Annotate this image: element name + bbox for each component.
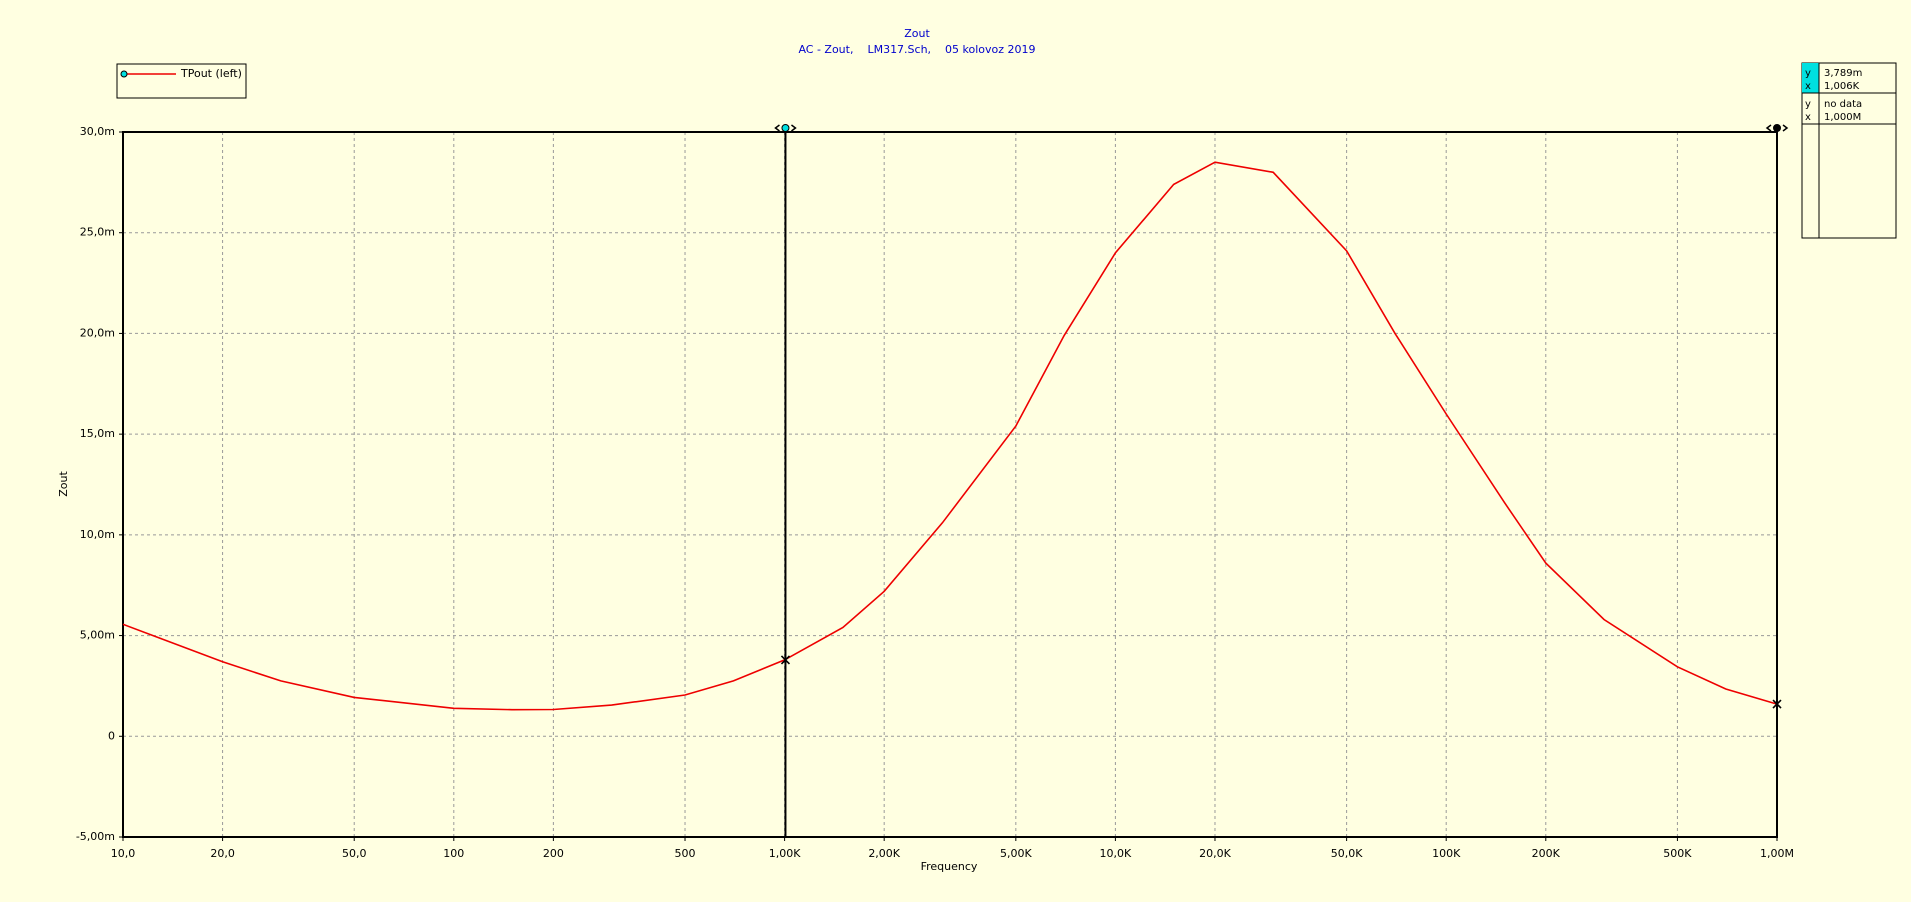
cursor-point: [1772, 699, 1782, 709]
readout-key: x: [1805, 81, 1811, 92]
cursor-handle: [1765, 124, 1789, 132]
x-tick-label: 100K: [1432, 847, 1461, 860]
cursor-point: [780, 655, 791, 665]
x-tick-label: 10,0: [111, 847, 136, 860]
readout-y: 3,789m: [1824, 68, 1862, 79]
x-tick-label: 50,0: [342, 847, 367, 860]
plot-frame: [122, 131, 1778, 838]
series-line: [122, 161, 1778, 711]
x-tick-label: 200: [543, 847, 564, 860]
cursor-handle: [1773, 124, 1781, 132]
x-tick-label: 100: [443, 847, 464, 860]
chart-title: Zout: [904, 27, 930, 40]
x-tick-label: 20,0K: [1199, 847, 1231, 860]
y-axis-label: Zout: [57, 471, 70, 497]
y-tick-label: 10,0m: [80, 528, 115, 541]
x-tick-label: 2,00K: [868, 847, 900, 860]
y-tick-label: 30,0m: [80, 125, 115, 138]
y-tick-label: 15,0m: [80, 427, 115, 440]
legend-label: TPout (left): [180, 67, 242, 80]
chart-subtitle: AC - Zout, LM317.Sch, 05 kolovoz 2019: [798, 43, 1035, 56]
legend-marker: [120, 70, 128, 78]
readout-highlight: [1802, 63, 1819, 93]
readout-key: x: [1805, 112, 1811, 123]
readout-x: 1,000M: [1824, 112, 1861, 123]
readout-key: y: [1805, 68, 1811, 79]
x-tick-label: 200K: [1532, 847, 1561, 860]
cursor-handle: [781, 124, 790, 132]
readout-key: y: [1805, 99, 1811, 110]
x-tick-label: 5,00K: [1000, 847, 1032, 860]
x-tick-label: 10,0K: [1100, 847, 1132, 860]
cursor-handle: [774, 124, 797, 132]
y-tick-label: 5,00m: [80, 629, 115, 642]
y-tick-label: 0: [108, 729, 115, 742]
x-tick-label: 50,0K: [1331, 847, 1363, 860]
y-tick-label: 20,0m: [80, 326, 115, 339]
readout-y: no data: [1824, 99, 1862, 110]
x-tick-label: 500K: [1663, 847, 1692, 860]
x-tick-label: 1,00K: [769, 847, 801, 860]
legend-box: [116, 63, 247, 99]
x-axis-label: Frequency: [921, 860, 978, 873]
readout-x: 1,006K: [1824, 81, 1860, 92]
y-tick-label: -5,00m: [76, 830, 115, 843]
x-tick-label: 20,0: [210, 847, 235, 860]
x-tick-label: 500: [675, 847, 696, 860]
y-tick-label: 25,0m: [80, 226, 115, 239]
x-tick-label: 1,00M: [1760, 847, 1794, 860]
